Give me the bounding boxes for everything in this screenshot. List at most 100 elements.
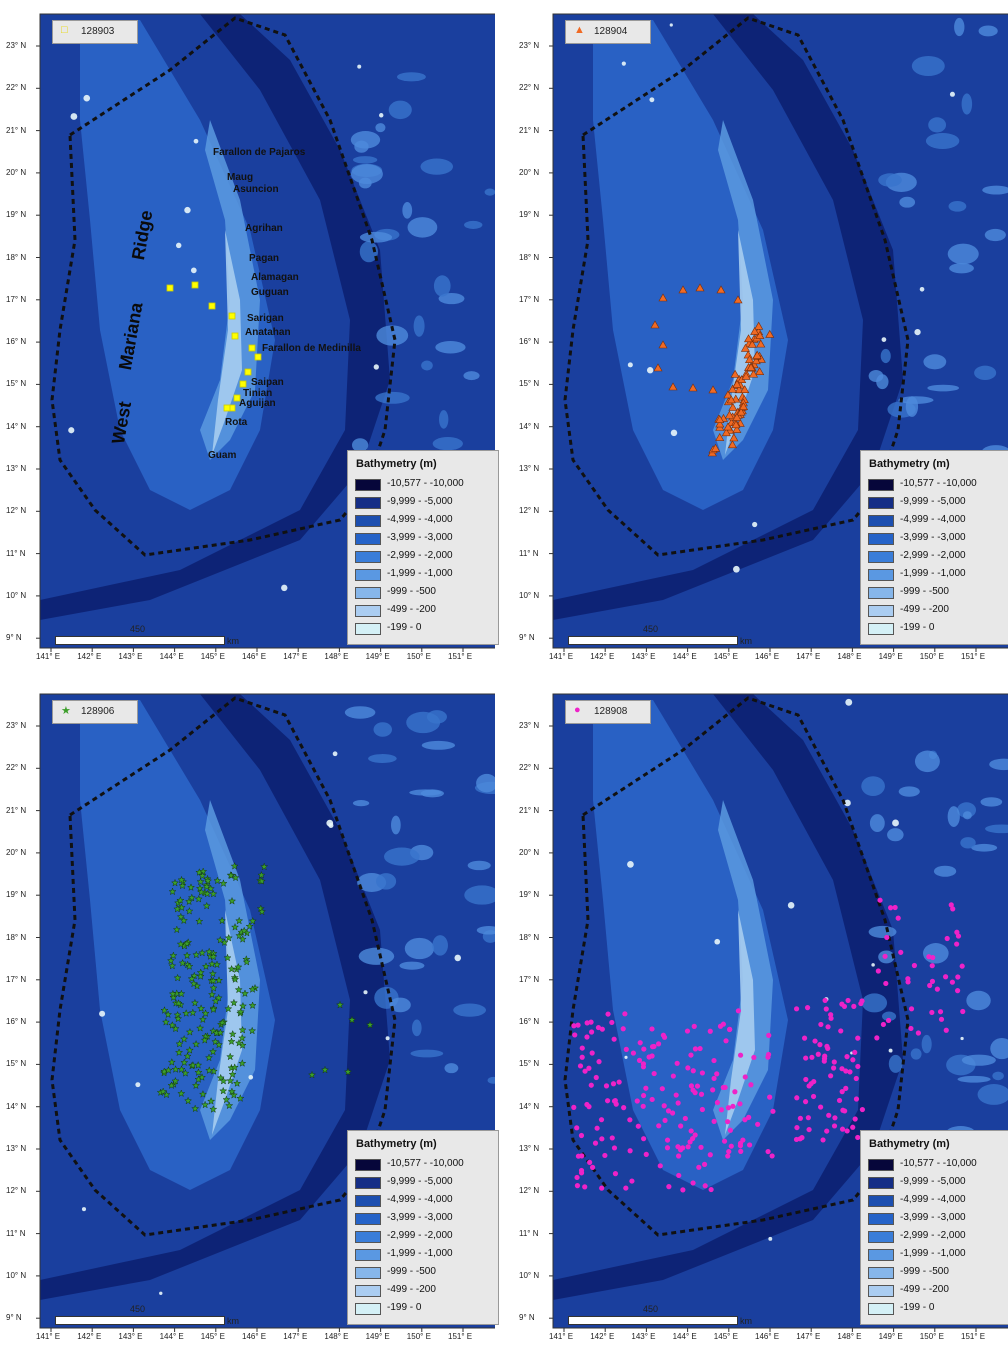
sighting-marker: [692, 1090, 698, 1096]
legend-row: -2,999 - -2,000: [868, 550, 1008, 565]
sighting-marker: [883, 980, 889, 987]
legend-swatch: [868, 551, 894, 563]
seamount: [989, 758, 1008, 771]
sighting-marker: [755, 367, 765, 375]
sighting-marker: [708, 385, 718, 394]
sighting-marker: [741, 371, 751, 380]
legend-swatch: [355, 551, 381, 563]
series-id: 128906: [81, 706, 115, 717]
sighting-marker: [938, 1016, 945, 1022]
series-legend: ● 128908: [565, 700, 651, 724]
seamount: [432, 935, 448, 956]
sighting-marker: [181, 1068, 190, 1077]
sighting-marker: [751, 356, 761, 365]
bathymetry-map: [36, 13, 495, 652]
place-label: Alamagan: [251, 272, 299, 283]
lon-tick-label: 151° E: [448, 652, 473, 661]
sighting-marker: [960, 1008, 966, 1015]
sighting-marker: [929, 1009, 935, 1016]
sighting-marker: [812, 1038, 818, 1044]
sighting-marker: [257, 907, 267, 916]
sighting-marker: [843, 1085, 849, 1091]
sighting-marker: [676, 1172, 682, 1179]
sighting-marker: [257, 876, 266, 885]
sighting-marker: [658, 293, 668, 302]
sighting-marker: [714, 1099, 721, 1106]
legend-row: -2,999 - -2,000: [868, 1230, 1008, 1245]
sighting-marker: [201, 1009, 210, 1017]
sighting-marker: [588, 1082, 594, 1088]
lat-tick-label: 9° N: [519, 1313, 535, 1323]
sighting-marker: [724, 410, 734, 419]
sighting-marker: [699, 1106, 705, 1113]
sighting-marker: [746, 1114, 752, 1120]
sighting-marker: [825, 1024, 831, 1030]
legend-swatch: [355, 497, 381, 509]
series-id: 128903: [81, 26, 115, 37]
seamount-peak: [248, 1074, 254, 1080]
legend-row: -2,999 - -2,000: [355, 1230, 495, 1245]
sighting-marker: [192, 950, 201, 959]
sighting-marker: [176, 896, 185, 904]
sighting-marker: [198, 871, 207, 880]
seamount-peak: [844, 799, 851, 807]
sighting-marker: [852, 1116, 858, 1122]
sighting-marker: [803, 1055, 809, 1061]
bathymetry-legend: Bathymetry (m) -10,577 - -10,000 -9,999 - …: [347, 1130, 499, 1325]
seamount: [407, 217, 438, 238]
legend-label: -3,999 - -3,000: [387, 532, 453, 543]
legend-label: -1,999 - -1,000: [900, 1248, 966, 1259]
sighting-marker: [715, 419, 725, 428]
legend-row: -4,999 - -4,000: [868, 1194, 1008, 1209]
sighting-marker: [678, 285, 688, 294]
legend-label: -9,999 - -5,000: [387, 496, 453, 507]
sighting-marker: [196, 972, 205, 980]
legend-swatch: [355, 1159, 381, 1171]
sighting-marker: [205, 1066, 214, 1074]
legend-title: Bathymetry (m): [869, 458, 950, 470]
seamount: [868, 925, 897, 939]
sighting-marker: [727, 384, 738, 393]
lat-tick-label: 23° N: [519, 721, 540, 730]
sighting-marker: [238, 934, 247, 943]
seamount-peak: [624, 1055, 628, 1059]
seamount: [971, 843, 998, 852]
lat-tick-label: 17° N: [519, 974, 540, 984]
legend-row: -1,999 - -1,000: [355, 568, 495, 583]
sighting-marker: [673, 1092, 679, 1098]
place-label: Tinian: [243, 388, 273, 399]
legend-swatch: [355, 605, 381, 617]
sighting-marker: [649, 1053, 655, 1059]
seamount: [957, 1075, 991, 1083]
legend-label: -199 - 0: [900, 622, 935, 633]
sighting-marker: [723, 422, 733, 431]
legend-row: -499 - -200: [355, 604, 495, 619]
sighting-marker: [797, 1115, 804, 1121]
sighting-marker: [172, 925, 181, 934]
sighting-marker: [196, 877, 205, 886]
seamount: [358, 177, 372, 189]
map-frame: [39, 13, 495, 649]
sighting-marker: [855, 1134, 861, 1141]
seamount-peak: [385, 1036, 390, 1041]
sighting-marker: [238, 1025, 247, 1034]
legend-label: -1,999 - -1,000: [387, 568, 453, 579]
sighting-marker: [627, 1117, 633, 1123]
sighting-marker: [216, 935, 225, 944]
legend-label: -499 - -200: [900, 604, 949, 615]
sighting-marker: [884, 934, 890, 941]
map-frame: [39, 693, 495, 1329]
sighting-marker: [680, 1187, 686, 1193]
sighting-marker: [207, 1096, 216, 1105]
sighting-marker: [574, 1174, 580, 1181]
sighting-marker: [216, 1073, 225, 1082]
sighting-marker: [830, 1065, 837, 1071]
lon-tick-label: 143° E: [118, 652, 143, 661]
seamount-peak: [733, 565, 740, 573]
legend-swatch: [868, 1267, 894, 1279]
sighting-marker: [695, 283, 705, 292]
sighting-marker: [613, 1101, 619, 1107]
sighting-marker: [248, 344, 256, 352]
sighting-marker: [714, 1071, 720, 1077]
seamount-peak: [960, 1036, 964, 1041]
